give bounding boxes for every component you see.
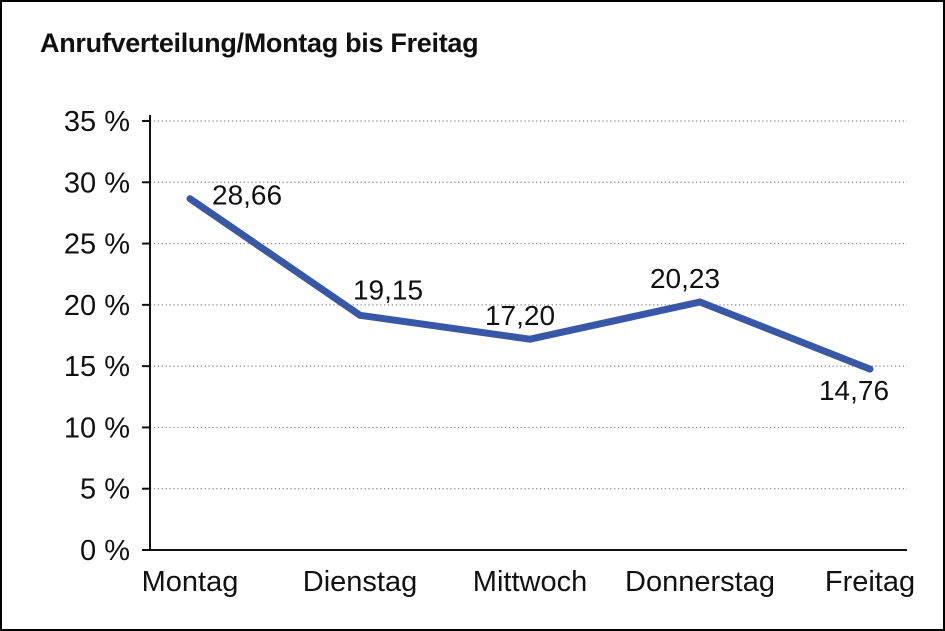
- y-axis-tick-label: 30 %: [64, 167, 130, 199]
- x-axis-category-label: Mittwoch: [473, 566, 587, 598]
- y-axis-tick-label: 5 %: [80, 474, 130, 506]
- data-point-label: 17,20: [485, 300, 555, 331]
- x-axis-category-label: Freitag: [825, 566, 915, 598]
- data-point-label: 14,76: [819, 375, 889, 406]
- data-point-label: 28,66: [212, 180, 282, 211]
- x-axis-category-label: Donnerstag: [625, 566, 775, 598]
- x-axis-category-label: Dienstag: [303, 566, 417, 598]
- y-axis-tick-label: 35 %: [64, 106, 130, 138]
- y-axis-tick-label: 10 %: [64, 412, 130, 444]
- y-axis-tick-label: 15 %: [64, 351, 130, 383]
- y-axis-tick-label: 0 %: [80, 535, 130, 567]
- chart-title: Anrufverteilung/Montag bis Freitag: [40, 28, 479, 58]
- data-line-series: [186, 195, 874, 373]
- data-point-label: 20,23: [650, 263, 720, 294]
- y-axis-tick-label: 20 %: [64, 290, 130, 322]
- y-axis-tick-label: 25 %: [64, 229, 130, 261]
- x-axis-category-label: Montag: [142, 566, 239, 598]
- data-point-label: 19,15: [353, 274, 423, 305]
